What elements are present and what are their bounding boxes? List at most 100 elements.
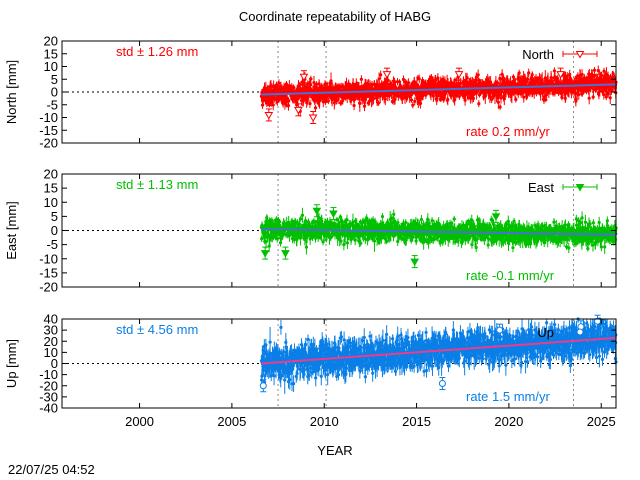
data-point <box>477 102 481 106</box>
data-point <box>379 73 383 77</box>
data-point <box>498 105 502 109</box>
data-point <box>496 81 500 85</box>
data-point <box>353 238 357 242</box>
data-point <box>393 97 397 101</box>
data-point <box>411 103 415 107</box>
data-point <box>463 98 467 102</box>
data-point <box>362 104 367 108</box>
data-point <box>411 235 415 239</box>
data-point <box>360 84 364 89</box>
data-point <box>301 82 305 87</box>
data-point <box>404 220 408 225</box>
data-point <box>326 99 330 103</box>
data-point <box>308 102 312 106</box>
data-point <box>323 82 327 86</box>
data-point <box>302 98 306 102</box>
data-point <box>526 77 530 81</box>
data-point <box>376 101 381 105</box>
data-point <box>277 81 281 85</box>
data-point <box>292 85 296 90</box>
data-point <box>284 82 289 86</box>
chart-title: Coordinate repeatability of HABG <box>239 9 431 24</box>
data-point <box>433 237 437 241</box>
data-point <box>357 85 361 89</box>
data-point <box>591 95 595 99</box>
data-point <box>392 212 396 216</box>
data-point <box>345 241 350 245</box>
data-point <box>352 103 356 108</box>
data-point <box>544 97 548 102</box>
data-point <box>417 77 421 81</box>
std-annotation: std ± 1.26 mm <box>116 44 198 59</box>
data-point <box>313 106 318 110</box>
data-point <box>406 81 411 85</box>
data-point <box>401 77 406 82</box>
data-point <box>367 82 371 87</box>
data-point <box>488 95 492 99</box>
data-point <box>329 81 333 85</box>
data-point <box>602 93 606 97</box>
data-point <box>396 220 400 225</box>
data-point <box>287 99 291 103</box>
data-point <box>299 217 303 221</box>
data-point <box>372 93 376 97</box>
data-point <box>304 245 309 249</box>
data-point <box>278 220 282 224</box>
data-point <box>592 68 597 72</box>
data-point <box>345 218 349 222</box>
data-point <box>315 82 319 87</box>
data-point <box>431 94 436 98</box>
data-point <box>469 79 473 83</box>
data-point <box>471 96 476 101</box>
data-point <box>552 69 556 73</box>
data-point <box>599 73 604 77</box>
data-point <box>285 96 289 100</box>
data-point <box>305 99 309 103</box>
data-point <box>434 78 438 82</box>
data-point <box>465 75 469 80</box>
data-point <box>476 73 480 77</box>
data-point <box>359 77 363 81</box>
data-point <box>358 101 362 105</box>
data-point <box>351 82 355 86</box>
rate-annotation: rate 0.2 mm/yr <box>466 124 550 139</box>
data-point <box>496 100 500 104</box>
data-point <box>372 239 377 243</box>
data-point <box>474 75 478 79</box>
data-point <box>339 239 343 243</box>
data-point <box>413 99 417 103</box>
data-point <box>321 100 325 104</box>
data-point <box>309 77 313 81</box>
data-point <box>271 103 275 107</box>
data-point <box>527 71 531 75</box>
data-point <box>339 101 343 105</box>
data-point <box>608 96 612 100</box>
data-point <box>300 213 305 217</box>
data-point <box>517 71 521 75</box>
data-point <box>286 103 291 108</box>
data-point <box>593 73 597 78</box>
y-axis-label: North [mm] <box>4 60 19 124</box>
data-point <box>409 98 414 102</box>
data-point <box>453 78 457 82</box>
data-point <box>430 219 434 223</box>
data-point <box>606 92 610 96</box>
data-point <box>419 217 424 222</box>
y-tick-label: -20 <box>39 136 58 151</box>
data-point <box>383 97 387 101</box>
data-point <box>436 94 440 98</box>
data-point <box>295 97 300 101</box>
data-point <box>514 97 518 102</box>
data-point <box>522 95 526 99</box>
data-point <box>580 72 584 77</box>
data-point <box>577 92 581 97</box>
data-point <box>297 83 301 87</box>
data-point <box>380 215 385 219</box>
data-point <box>359 241 363 245</box>
data-point <box>309 82 313 87</box>
legend-label: North <box>522 47 554 62</box>
